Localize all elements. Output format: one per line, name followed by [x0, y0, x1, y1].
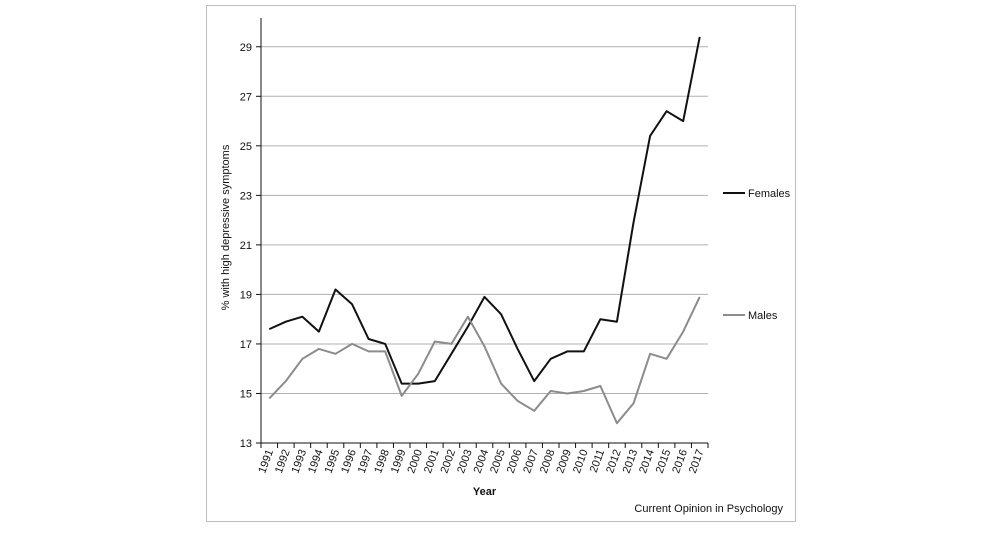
- x-tick-labels: 1991199219931994199519961997199819992000…: [256, 443, 709, 475]
- line-chart: 13 15 17 19 21 23 25 27 29 199119921993199419951…: [220, 18, 791, 515]
- y-tick-label: 29: [240, 42, 252, 54]
- series-line-males: [268, 296, 701, 425]
- chart-frame: 13 15 17 19 21 23 25 27 29 1991 1992 1993 1994 1995 1…: [206, 5, 796, 522]
- legend-label-females: Females: [748, 188, 791, 200]
- legend-label-males: Males: [748, 310, 778, 322]
- axes: [260, 18, 708, 444]
- y-tick-label: 21: [240, 240, 252, 252]
- y-axis-title: % with high depressive symptoms: [220, 144, 232, 310]
- y-tick-label: 13: [240, 438, 252, 450]
- legend: Females Males: [723, 188, 791, 322]
- y-tick-label: 27: [240, 91, 252, 103]
- y-tick-label: 19: [240, 289, 252, 301]
- series-line-females: [268, 36, 701, 385]
- y-tick-label: 15: [240, 388, 252, 400]
- series-lines: [268, 36, 701, 425]
- y-tick-label: 17: [240, 339, 252, 351]
- source-label: Current Opinion in Psychology: [634, 503, 783, 515]
- y-tick-label: 25: [240, 141, 252, 153]
- y-tick-labels: 13 15 17 19 21 23 25 27 29: [240, 42, 261, 450]
- x-axis-title: Year: [473, 486, 497, 498]
- grid-lines: [261, 46, 708, 394]
- y-tick-label: 23: [240, 190, 252, 202]
